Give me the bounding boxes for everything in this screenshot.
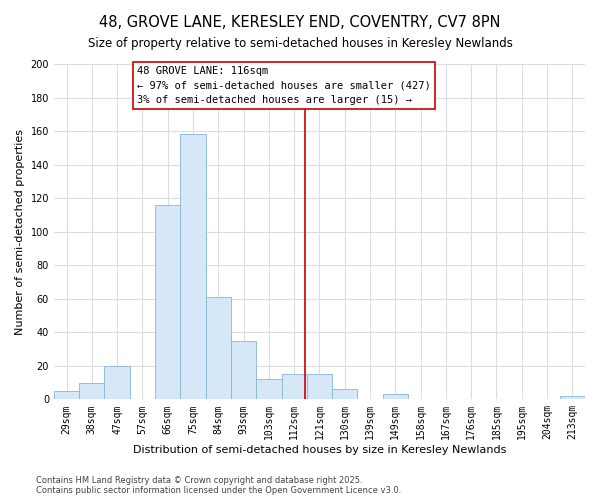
Bar (383, 394, 408, 400)
X-axis label: Distribution of semi-detached houses by size in Keresley Newlands: Distribution of semi-detached houses by … (133, 445, 506, 455)
Text: Size of property relative to semi-detached houses in Keresley Newlands: Size of property relative to semi-detach… (88, 38, 512, 51)
Bar (281, 374, 307, 400)
Bar (332, 390, 358, 400)
Bar (307, 374, 332, 400)
Bar (206, 297, 231, 400)
Text: 48 GROVE LANE: 116sqm
← 97% of semi-detached houses are smaller (427)
3% of semi: 48 GROVE LANE: 116sqm ← 97% of semi-deta… (137, 66, 431, 106)
Y-axis label: Number of semi-detached properties: Number of semi-detached properties (15, 128, 25, 334)
Bar (256, 379, 281, 400)
Bar (54, 391, 79, 400)
Bar (181, 134, 206, 400)
Bar (560, 396, 585, 400)
Text: Contains HM Land Registry data © Crown copyright and database right 2025.
Contai: Contains HM Land Registry data © Crown c… (36, 476, 401, 495)
Bar (104, 366, 130, 400)
Bar (155, 205, 181, 400)
Text: 48, GROVE LANE, KERESLEY END, COVENTRY, CV7 8PN: 48, GROVE LANE, KERESLEY END, COVENTRY, … (99, 15, 501, 30)
Bar (231, 340, 256, 400)
Bar (79, 382, 104, 400)
